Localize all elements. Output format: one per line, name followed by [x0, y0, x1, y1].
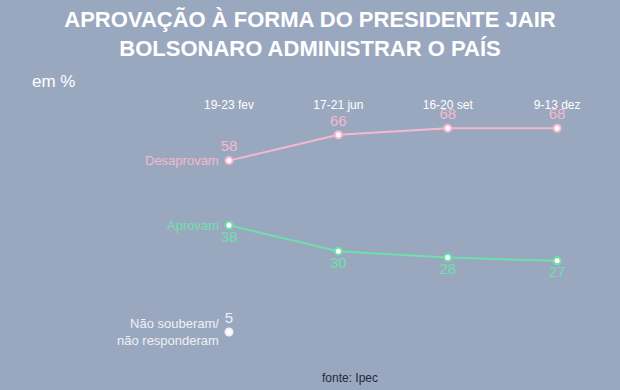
svg-text:em %: em % — [32, 72, 75, 91]
svg-text:68: 68 — [549, 105, 566, 122]
svg-text:58: 58 — [221, 137, 238, 154]
svg-text:APROVAÇÃO À FORMA DO PRESIDENT: APROVAÇÃO À FORMA DO PRESIDENTE JAIRBOLS… — [64, 7, 555, 61]
svg-text:fonte: Ipec: fonte: Ipec — [322, 371, 378, 385]
svg-text:9-13 dez: 9-13 dez — [534, 98, 581, 112]
svg-text:30: 30 — [330, 254, 347, 271]
svg-text:19-23 fev: 19-23 fev — [204, 98, 254, 112]
svg-text:16-20 set: 16-20 set — [423, 98, 474, 112]
svg-text:Aprovam: Aprovam — [167, 218, 219, 233]
svg-text:28: 28 — [439, 260, 456, 277]
svg-text:5: 5 — [225, 309, 233, 326]
svg-text:68: 68 — [439, 105, 456, 122]
svg-text:38: 38 — [221, 228, 238, 245]
svg-text:17-21 jun: 17-21 jun — [313, 98, 363, 112]
svg-text:66: 66 — [330, 112, 347, 129]
svg-text:Desaprovam: Desaprovam — [145, 153, 219, 168]
svg-text:27: 27 — [549, 263, 566, 280]
svg-text:Não souberam/não responderam: Não souberam/não responderam — [117, 316, 219, 348]
